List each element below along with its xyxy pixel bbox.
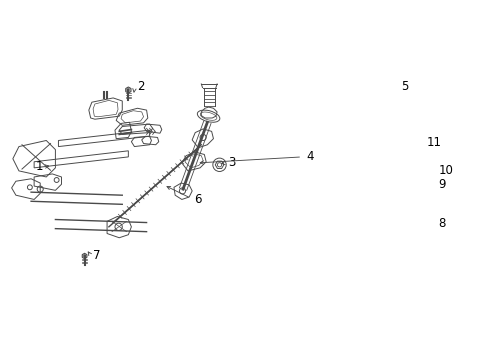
- Bar: [389, 218, 414, 232]
- Text: 11: 11: [426, 136, 441, 149]
- Text: 4: 4: [306, 150, 314, 163]
- Text: 7: 7: [93, 249, 100, 262]
- Text: 3: 3: [229, 157, 236, 170]
- Text: 10: 10: [439, 165, 453, 177]
- Text: 1: 1: [36, 160, 44, 173]
- Text: 5: 5: [401, 81, 408, 94]
- Text: 9: 9: [439, 178, 446, 192]
- Text: 8: 8: [439, 217, 446, 230]
- Text: 2: 2: [138, 81, 145, 94]
- Bar: [387, 215, 416, 235]
- Text: 6: 6: [194, 193, 201, 206]
- Bar: [393, 235, 410, 239]
